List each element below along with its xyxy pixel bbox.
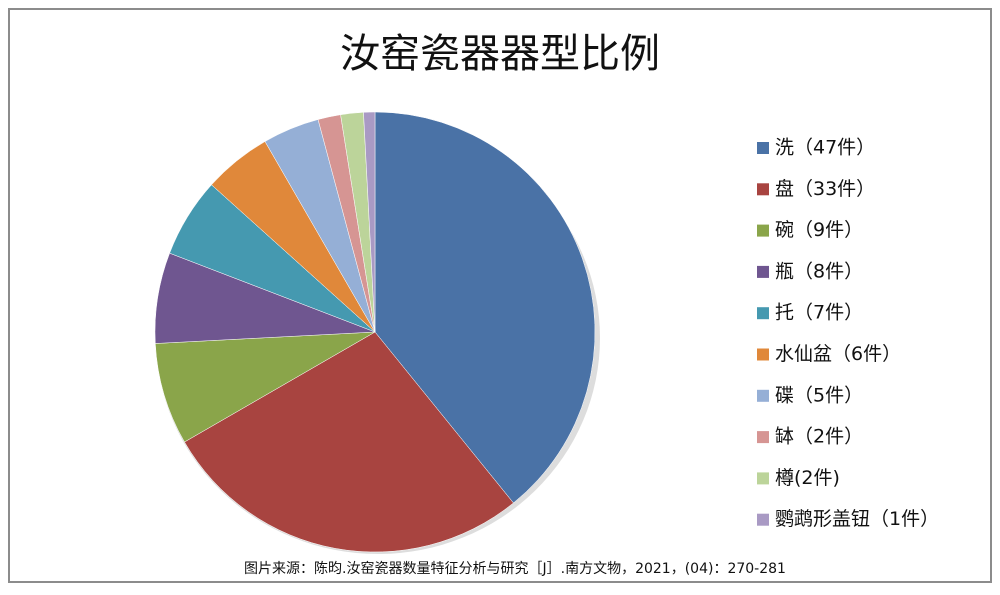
legend-swatch xyxy=(757,389,769,402)
chart-title: 汝窑瓷器器型比例 xyxy=(340,31,660,77)
pie-slice xyxy=(374,111,596,504)
legend-swatch xyxy=(757,224,769,237)
legend-swatch xyxy=(757,307,769,320)
legend-swatch xyxy=(757,472,769,485)
pie-slice xyxy=(184,331,514,553)
legend-swatch xyxy=(757,265,769,278)
source-note: 图片来源：陈昀.汝窑瓷器数量特征分析与研究［J］.南方文物，2021，(04)：… xyxy=(244,560,786,577)
legend-label: 洗（47件） xyxy=(775,137,875,159)
legend-label: 托（7件） xyxy=(775,302,863,324)
legend-label: 鹦鹉形盖钮（1件） xyxy=(775,508,939,530)
legend-label: 缽（2件） xyxy=(775,426,863,448)
legend-label: 碗（9件） xyxy=(775,219,863,241)
pie-slice xyxy=(155,331,376,443)
legend-swatch xyxy=(757,348,769,361)
legend-swatch xyxy=(757,513,769,526)
legend-label: 碟（5件） xyxy=(775,384,863,406)
legend-label: 瓶（8件） xyxy=(775,260,863,282)
legend-swatch xyxy=(757,183,769,196)
legend-label: 水仙盆（6件） xyxy=(775,343,901,365)
legend-swatch xyxy=(757,431,769,444)
legend-label: 樽(2件) xyxy=(775,467,840,489)
legend-swatch xyxy=(757,142,769,154)
legend-label: 盘（33件） xyxy=(775,178,875,200)
pie-slice xyxy=(363,111,376,333)
